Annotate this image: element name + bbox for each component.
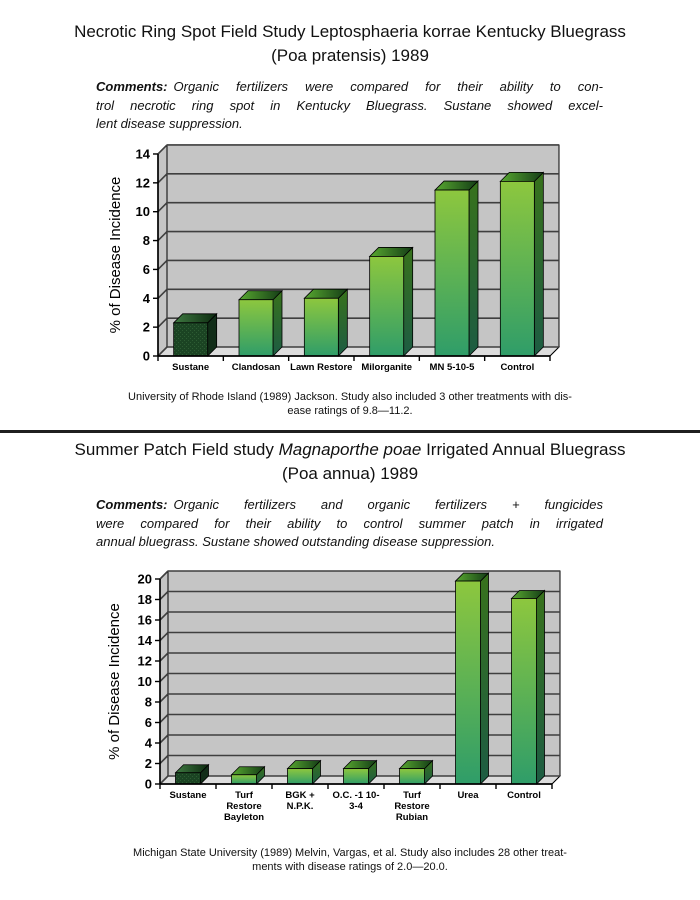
bar-turf-restore-rubian [398,759,434,785]
bar-control [499,171,545,357]
plot-floor [157,346,560,357]
y-tick-label: 18 [138,592,152,607]
bar-lawn-restore [303,288,349,357]
category-label: BGK + N.P.K. [285,790,315,812]
category-label: Control [500,362,534,373]
bar-control [510,589,546,785]
section1-footnote: University of Rhode Island (1989) Jackso… [0,391,700,418]
plot-wall [159,570,561,785]
bar-urea [454,572,490,785]
category-label: Turf Restore Bayleton [224,790,264,823]
y-tick-label: 2 [143,320,150,335]
section2-title-line1: Summer Patch Field study Magnaporthe poa… [0,438,700,462]
bars [172,171,545,357]
plot-wall [157,144,560,357]
category-label: Turf Restore Rubian [394,790,429,823]
y-tick-label: 4 [145,736,153,751]
category-label: Urea [457,790,479,801]
y-tick-label: 8 [145,695,152,710]
bar-sustane [172,312,218,357]
axes [155,578,553,789]
comments-line: were compared for their ability to contr… [96,515,603,531]
comments-line: lent disease suppression. [96,116,243,131]
y-tick-label: 8 [143,233,150,248]
section1-title: Necrotic Ring Spot Field Study Leptospha… [0,20,700,68]
bar-bgk-n-p-k- [286,759,322,785]
y-tick-label: 6 [145,715,152,730]
bar-clandosan [238,289,283,357]
y-axis-tick-labels: 0 2 4 6 8 10 12 14 16 18 20 [138,572,153,792]
x-axis-category-labels: Sustane Clandosan Lawn Restore Milorganite M… [172,362,534,373]
chart-svg: 0 2 4 6 8 10 12 14 16 18 20 Sustane Turf Restore Bayle… [106,570,561,823]
comments-line: Comments: Organic fertilizers and organic… [96,497,603,512]
chart-necrotic-ring-spot: 0 2 4 6 8 10 12 14 Sustane Clandosan Lawn Restore M… [0,140,700,385]
category-label: Lawn Restore [290,362,352,373]
footnote-line: University of Rhode Island (1989) Jackso… [128,391,572,403]
y-tick-label: 12 [136,175,150,190]
section1-title-line1: Necrotic Ring Spot Field Study Leptospha… [0,20,700,44]
comments-line: Comments: Organic fertilizers were compar… [96,79,603,94]
footnote-line: ments with disease ratings of 2.0—20.0. [252,860,448,873]
title-text: Necrotic Ring Spot Field Study Leptospha… [74,22,626,41]
y-tick-label: 12 [138,654,152,669]
chart-summer-patch: 0 2 4 6 8 10 12 14 16 18 20 Sustane Turf Restore Bayle… [0,560,700,850]
axes [153,153,551,361]
y-tick-label: 10 [138,674,152,689]
y-tick-label: 20 [138,572,152,587]
category-label: O.C. -1 10-3-4 [333,790,380,812]
section2-title-line2: (Poa annua) 1989 [281,464,419,483]
y-tick-label: 4 [143,291,151,306]
category-label: Sustane [172,362,209,373]
y-axis-title: % of Disease Incidence [107,177,124,334]
y-tick-label: 0 [143,349,150,364]
comments-line: trol necrotic ring spot in Kentucky Blue… [96,97,603,113]
y-axis-tick-labels: 0 2 4 6 8 10 12 14 [136,146,151,363]
bar-o-c-1-10-3-4 [342,759,378,785]
y-tick-label: 14 [136,146,151,161]
section2-title: Summer Patch Field study Magnaporthe poa… [0,438,700,486]
category-label: Sustane [170,790,207,801]
y-tick-label: 16 [138,613,152,628]
bars [174,572,546,785]
comments-label: Comments: [96,79,168,94]
section1-comments: Comments: Organic fertilizers were compar… [96,78,603,134]
chart-svg: 0 2 4 6 8 10 12 14 Sustane Clandosan Lawn Restore M… [107,144,560,373]
y-tick-label: 0 [145,777,152,792]
category-label: Milorganite [361,362,412,373]
footnote-line: Michigan State University (1989) Melvin,… [133,847,567,859]
y-axis-title: % of Disease Incidence [106,603,123,760]
section-divider [0,430,700,433]
title-text-post: Irrigated Annual Bluegrass [421,440,626,459]
section2-comments: Comments: Organic fertilizers and organic… [96,496,603,552]
comments-line: annual bluegrass. Sustane showed outstan… [96,534,495,549]
title-text: Summer Patch Field study [74,440,279,459]
bar-turf-restore-bayleton [230,765,266,785]
bar-mn-5-10-5 [434,180,479,357]
bar-sustane [174,763,210,785]
section2-footnote: Michigan State University (1989) Melvin,… [0,847,700,874]
section1-title-line2: (Poa pratensis) 1989 [271,46,429,65]
y-tick-label: 6 [143,262,150,277]
comments-label: Comments: [96,497,168,512]
y-tick-label: 10 [136,204,150,219]
y-tick-label: 2 [145,756,152,771]
category-label: Control [507,790,541,801]
category-label: MN 5-10-5 [430,362,476,373]
category-label: Clandosan [232,362,281,373]
footnote-line: ease ratings of 9.8—11.2. [287,404,413,417]
gridlines [157,144,559,357]
x-axis-category-labels: Sustane Turf Restore Bayleton BGK + N.P.K. O.C… [170,790,541,823]
title-italic-text: Magnaporthe poae [278,440,422,459]
y-tick-label: 14 [138,633,153,648]
bar-milorganite [368,246,414,357]
